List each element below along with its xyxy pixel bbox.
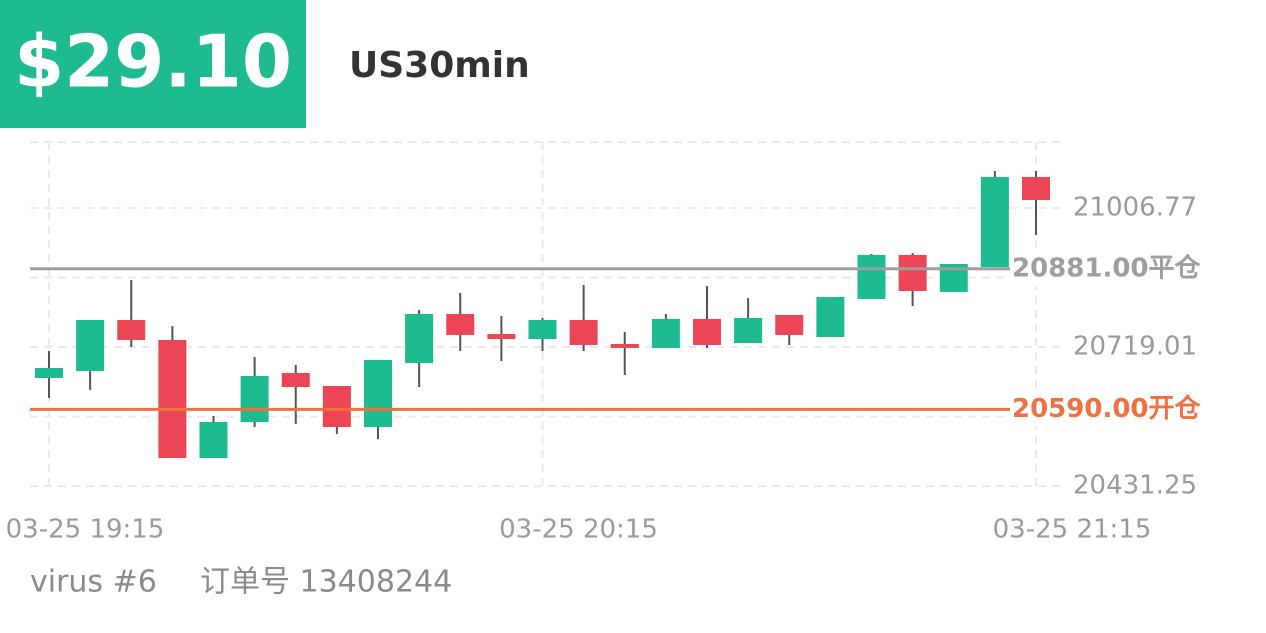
candle-body bbox=[199, 422, 228, 459]
candle-body bbox=[569, 320, 598, 345]
candle-body bbox=[322, 385, 351, 427]
candle-body bbox=[446, 314, 475, 335]
candle-body bbox=[364, 359, 392, 427]
candle-body bbox=[980, 177, 1009, 268]
reference-label: 20881.00平仓 bbox=[1012, 252, 1202, 283]
order-number: 订单号 13408244 bbox=[200, 565, 452, 600]
candle-body bbox=[898, 254, 927, 292]
candle-body bbox=[693, 318, 721, 345]
candle-body bbox=[405, 314, 434, 363]
reference-label-bg bbox=[1010, 251, 1200, 286]
candle-body bbox=[528, 320, 557, 339]
candle-body bbox=[240, 375, 269, 423]
chart: 20431.2520575.1320719.0120862.8921006.77… bbox=[6, 141, 1202, 545]
y-tick-label: 20719.01 bbox=[1073, 331, 1197, 361]
reference-label: 20590.00开仓 bbox=[1012, 393, 1202, 424]
candle-body bbox=[1022, 177, 1050, 201]
reference-label-bg bbox=[1010, 392, 1200, 427]
candle-body bbox=[35, 368, 63, 379]
price: $29.10 bbox=[14, 20, 292, 104]
candle-body bbox=[734, 318, 763, 343]
candle-body bbox=[857, 254, 886, 299]
y-tick-label: 20431.25 bbox=[1073, 471, 1197, 501]
x-tick-label: 03-25 21:15 bbox=[993, 515, 1152, 545]
price-badge bbox=[0, 0, 306, 128]
candle-body bbox=[76, 320, 105, 372]
candle-body bbox=[651, 318, 680, 348]
y-tick-label: 21006.77 bbox=[1073, 192, 1197, 222]
account: virus #6 bbox=[30, 565, 157, 600]
candle-body bbox=[775, 314, 804, 335]
symbol: US30min bbox=[349, 45, 530, 86]
x-tick-label: 03-25 20:15 bbox=[499, 515, 658, 545]
candle-body bbox=[117, 320, 146, 340]
candle-body bbox=[487, 334, 516, 339]
candle-body bbox=[158, 339, 187, 459]
candle-body bbox=[610, 344, 639, 348]
x-tick-label: 03-25 19:15 bbox=[6, 515, 165, 545]
candle-body bbox=[281, 372, 310, 388]
candle-body bbox=[816, 297, 845, 338]
